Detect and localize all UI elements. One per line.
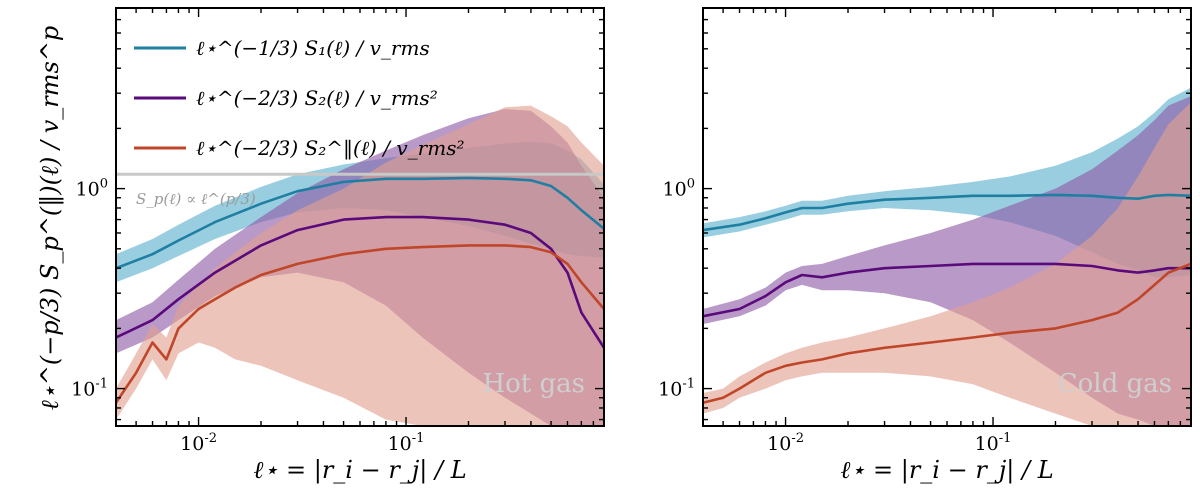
y-tick-label: 100 (663, 177, 695, 201)
line-series-0 (703, 193, 1191, 232)
line-series-0 (116, 176, 604, 270)
series-lines (703, 193, 1191, 404)
panel-label: Hot gas (482, 369, 585, 399)
legend: ℓ⋆^(−1/3) S₁(ℓ) / v_rms ℓ⋆^(−2/3) S₂(ℓ) … (134, 36, 465, 161)
x-tick-label: 10-2 (180, 431, 217, 455)
axes-frame (115, 7, 605, 427)
y-tick-label: 100 (76, 177, 108, 201)
confidence-bands (116, 105, 604, 426)
hot-gas-panel: S_p(ℓ) ∝ ℓ^(p/3) 10-2 10-1 10-1 100 Hot gas… (36, 7, 605, 485)
panel-label: Cold gas (1058, 369, 1172, 399)
line-series-2 (116, 244, 604, 404)
legend-label-s2-parallel: ℓ⋆^(−2/3) S₂^‖(ℓ) / v_rms² (196, 136, 465, 161)
reference-line-label: S_p(ℓ) ∝ ℓ^(p/3) (136, 190, 256, 208)
line-series-1 (116, 215, 604, 349)
x-tick-label: 10-2 (767, 431, 804, 455)
series-lines (116, 176, 604, 404)
band-series-2 (116, 105, 604, 426)
legend-label-s1: ℓ⋆^(−1/3) S₁(ℓ) / v_rms (196, 36, 430, 60)
line-series-2 (703, 262, 1191, 404)
x-axis-title: ℓ⋆ = |r_i − r_j| / L (253, 456, 466, 485)
y-axis-title: ℓ⋆^(−p/3) S_p^(‖)(ℓ) / v_rms^p (36, 26, 65, 411)
x-tick-label: 10-1 (388, 431, 425, 455)
legend-label-s2: ℓ⋆^(−2/3) S₂(ℓ) / v_rms² (196, 86, 438, 110)
y-tick-label: 10-1 (71, 377, 108, 401)
cold-gas-panel: 10-2 10-1 10-1 100 Cold gas ℓ⋆ = |r_i − r_j… (658, 7, 1192, 485)
band-series-2 (703, 102, 1191, 426)
axes-frame (702, 7, 1192, 427)
x-axis-title: ℓ⋆ = |r_i − r_j| / L (840, 456, 1053, 485)
y-tick-label: 10-1 (658, 377, 695, 401)
confidence-bands (703, 87, 1191, 426)
x-tick-label: 10-1 (975, 431, 1012, 455)
line-series-1 (703, 262, 1191, 318)
